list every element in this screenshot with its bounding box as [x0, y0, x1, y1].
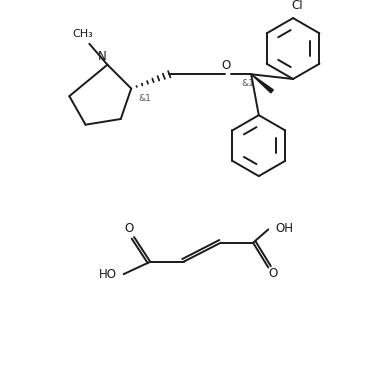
Text: N: N	[98, 50, 107, 63]
Text: HO: HO	[99, 268, 117, 281]
Text: &1: &1	[242, 79, 255, 88]
Text: Cl: Cl	[291, 0, 303, 12]
Text: O: O	[222, 59, 231, 72]
Text: &1: &1	[139, 94, 152, 102]
Text: OH: OH	[275, 222, 293, 235]
Text: O: O	[268, 267, 278, 280]
Text: O: O	[125, 222, 134, 235]
Text: CH₃: CH₃	[72, 29, 93, 39]
Polygon shape	[251, 74, 273, 93]
